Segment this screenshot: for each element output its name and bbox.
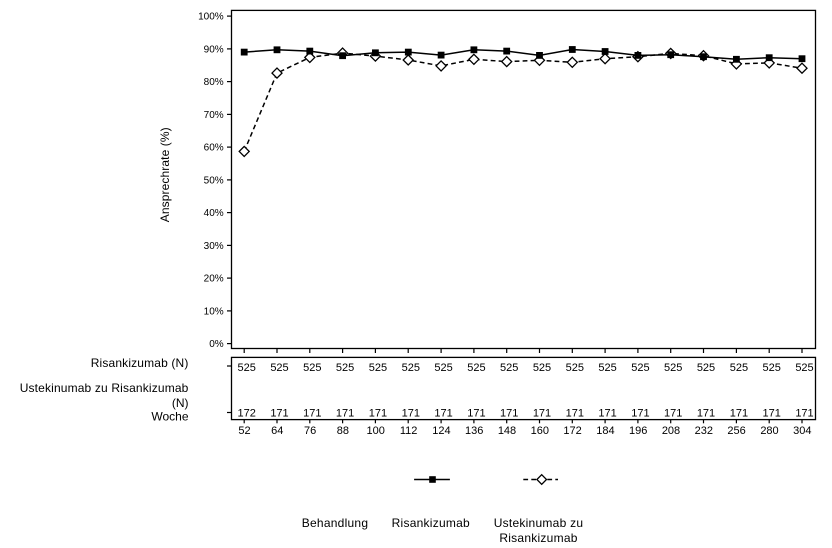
- svg-text:100: 100: [367, 425, 385, 437]
- svg-text:525: 525: [664, 362, 682, 374]
- svg-text:136: 136: [465, 425, 483, 437]
- svg-text:171: 171: [566, 407, 584, 419]
- svg-text:525: 525: [434, 362, 452, 374]
- svg-text:Ustekinumab zu: Ustekinumab zu: [494, 516, 584, 530]
- svg-text:171: 171: [664, 407, 682, 419]
- svg-text:171: 171: [434, 407, 452, 419]
- svg-text:70%: 70%: [204, 110, 224, 121]
- svg-text:52: 52: [238, 425, 250, 437]
- svg-text:30%: 30%: [204, 241, 224, 252]
- svg-text:171: 171: [763, 407, 781, 419]
- svg-text:525: 525: [763, 362, 781, 374]
- svg-text:525: 525: [270, 362, 288, 374]
- svg-text:525: 525: [631, 362, 649, 374]
- svg-text:0%: 0%: [209, 339, 224, 350]
- svg-text:Ustekinumab zu Risankizumab: Ustekinumab zu Risankizumab: [20, 381, 189, 395]
- svg-text:171: 171: [500, 407, 518, 419]
- svg-text:525: 525: [533, 362, 551, 374]
- svg-text:171: 171: [730, 407, 748, 419]
- svg-text:256: 256: [727, 425, 745, 437]
- svg-text:10%: 10%: [204, 307, 224, 318]
- svg-text:Behandlung: Behandlung: [302, 516, 369, 530]
- svg-text:525: 525: [795, 362, 813, 374]
- svg-text:171: 171: [336, 407, 354, 419]
- svg-text:525: 525: [730, 362, 748, 374]
- svg-text:525: 525: [402, 362, 420, 374]
- svg-text:20%: 20%: [204, 274, 224, 285]
- svg-text:525: 525: [598, 362, 616, 374]
- svg-text:172: 172: [563, 425, 581, 437]
- svg-text:80%: 80%: [204, 77, 224, 88]
- svg-text:525: 525: [500, 362, 518, 374]
- svg-text:100%: 100%: [198, 12, 224, 23]
- svg-text:171: 171: [270, 407, 288, 419]
- svg-text:124: 124: [432, 425, 450, 437]
- svg-text:Risankizumab (N): Risankizumab (N): [91, 356, 189, 370]
- svg-text:171: 171: [697, 407, 715, 419]
- svg-text:172: 172: [238, 407, 256, 419]
- svg-text:88: 88: [337, 425, 349, 437]
- svg-text:171: 171: [795, 407, 813, 419]
- svg-text:525: 525: [238, 362, 256, 374]
- svg-text:Woche: Woche: [151, 410, 188, 424]
- svg-text:60%: 60%: [204, 143, 224, 154]
- svg-text:Risankizumab: Risankizumab: [499, 531, 577, 543]
- svg-text:184: 184: [596, 425, 614, 437]
- svg-text:304: 304: [793, 425, 811, 437]
- svg-text:525: 525: [697, 362, 715, 374]
- svg-text:171: 171: [533, 407, 551, 419]
- svg-text:112: 112: [400, 425, 418, 437]
- svg-text:50%: 50%: [204, 176, 224, 187]
- svg-text:525: 525: [336, 362, 354, 374]
- svg-text:(N): (N): [172, 396, 189, 410]
- svg-text:171: 171: [467, 407, 485, 419]
- svg-text:148: 148: [498, 425, 516, 437]
- svg-text:525: 525: [369, 362, 387, 374]
- svg-text:525: 525: [566, 362, 584, 374]
- svg-text:171: 171: [631, 407, 649, 419]
- svg-text:525: 525: [467, 362, 485, 374]
- svg-text:64: 64: [271, 425, 283, 437]
- svg-text:Risankizumab: Risankizumab: [392, 516, 470, 530]
- svg-text:232: 232: [695, 425, 713, 437]
- svg-text:76: 76: [304, 425, 316, 437]
- svg-text:Ansprechrate (%): Ansprechrate (%): [158, 127, 172, 222]
- svg-text:171: 171: [598, 407, 616, 419]
- svg-text:280: 280: [760, 425, 778, 437]
- svg-text:171: 171: [369, 407, 387, 419]
- svg-text:160: 160: [531, 425, 549, 437]
- svg-text:90%: 90%: [204, 45, 224, 56]
- svg-text:196: 196: [629, 425, 647, 437]
- svg-text:40%: 40%: [204, 208, 224, 219]
- svg-text:171: 171: [303, 407, 321, 419]
- svg-text:208: 208: [662, 425, 680, 437]
- svg-text:525: 525: [303, 362, 321, 374]
- svg-text:171: 171: [402, 407, 420, 419]
